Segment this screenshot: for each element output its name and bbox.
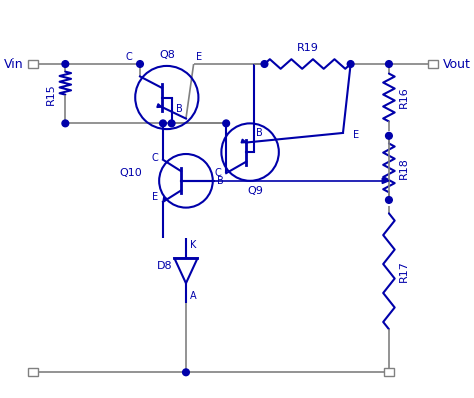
Bar	[428, 60, 438, 68]
Circle shape	[137, 60, 143, 67]
Text: R18: R18	[399, 157, 409, 179]
Text: Q10: Q10	[119, 168, 142, 178]
Bar	[28, 60, 37, 68]
Text: B: B	[256, 128, 263, 138]
Text: A: A	[190, 291, 196, 301]
Text: B: B	[176, 104, 183, 114]
Bar	[28, 369, 37, 376]
Text: Q8: Q8	[159, 50, 175, 60]
Circle shape	[223, 120, 229, 127]
Circle shape	[261, 60, 268, 67]
Circle shape	[385, 60, 392, 67]
Circle shape	[62, 60, 69, 67]
Circle shape	[62, 120, 69, 127]
Text: D8: D8	[157, 261, 173, 271]
Text: R19: R19	[297, 43, 319, 53]
Text: E: E	[152, 192, 158, 202]
Circle shape	[182, 369, 189, 376]
Text: Vin: Vin	[4, 57, 23, 70]
Circle shape	[168, 120, 175, 127]
Polygon shape	[163, 197, 167, 202]
Text: C: C	[152, 153, 158, 163]
Text: Q9: Q9	[247, 185, 263, 195]
Circle shape	[160, 120, 166, 127]
Text: E: E	[197, 52, 202, 62]
Text: R17: R17	[399, 260, 409, 282]
Text: C: C	[126, 52, 132, 62]
Text: C: C	[215, 168, 221, 178]
Text: R16: R16	[399, 87, 409, 108]
Bar	[384, 369, 394, 376]
Polygon shape	[382, 178, 389, 183]
Polygon shape	[241, 139, 246, 143]
Circle shape	[347, 60, 354, 67]
Text: E: E	[353, 130, 359, 140]
Text: R15: R15	[46, 83, 56, 105]
Circle shape	[385, 197, 392, 203]
Text: Vout: Vout	[443, 57, 470, 70]
Text: B: B	[217, 176, 223, 186]
Polygon shape	[157, 104, 162, 107]
Text: K: K	[190, 240, 196, 250]
Circle shape	[385, 133, 392, 139]
